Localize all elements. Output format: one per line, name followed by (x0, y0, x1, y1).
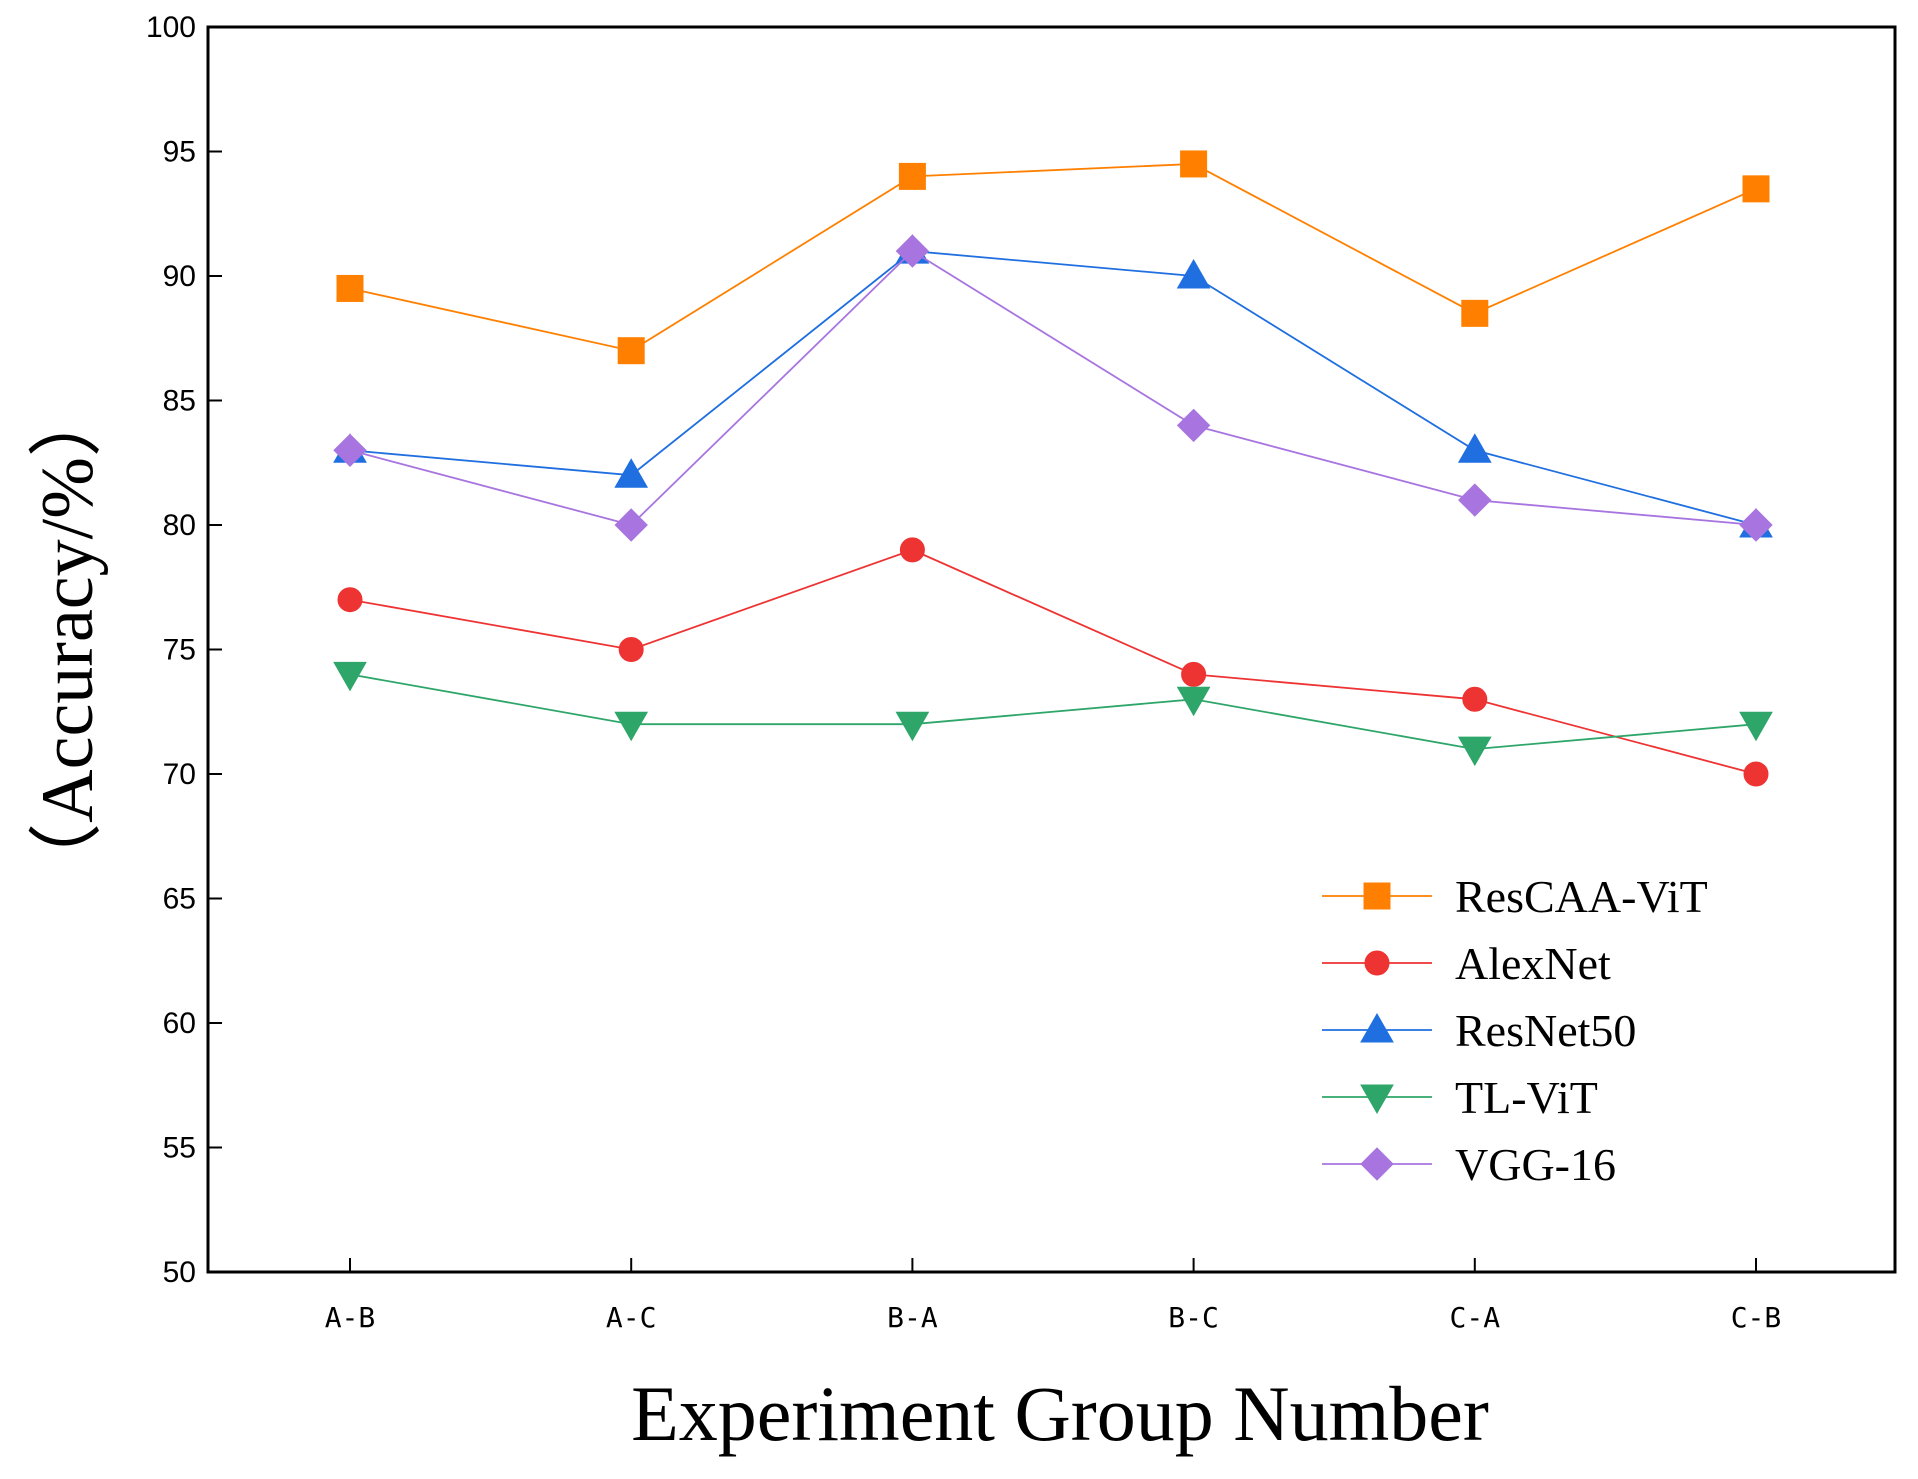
legend: ResCAA-ViT AlexNet ResNet50 TL-ViT VGG-16 (1322, 871, 1708, 1190)
series-line-alexnet (349, 548, 1757, 775)
legend-marker (1360, 1084, 1394, 1115)
data-point-vgg-16 (895, 234, 930, 268)
data-point-vgg-16 (1176, 408, 1211, 443)
data-point-tl-vit (333, 661, 367, 692)
y-tick-label: 55 (163, 1132, 196, 1165)
data-point-tl-vit (1176, 686, 1211, 717)
data-point-alexnet (1462, 686, 1488, 712)
legend-marker (1364, 950, 1390, 976)
legend-marker (1360, 1147, 1394, 1181)
series-vgg-16 (333, 234, 1773, 542)
plot-frame (206, 25, 1897, 1274)
y-tick-label: 85 (163, 385, 196, 418)
y-tick-label: 60 (163, 1007, 196, 1040)
y-tick-label: 65 (163, 883, 196, 916)
data-point-tl-vit (614, 711, 649, 742)
series-line-tl-vit (349, 673, 1757, 751)
y-tick-label: 95 (163, 136, 196, 169)
y-axis-ticks: 50 55 60 65 70 75 80 85 90 95 100 (146, 11, 222, 1289)
data-point-alexnet (337, 587, 363, 613)
y-tick-label: 50 (163, 1256, 196, 1289)
data-point-alexnet (618, 637, 644, 662)
data-point-rescaa-vit (1742, 175, 1770, 203)
y-tick-label: 90 (163, 260, 196, 293)
data-point-alexnet (1181, 661, 1207, 687)
series-resnet50 (333, 234, 1773, 538)
legend-item-rescaa-vit: ResCAA-ViT (1322, 871, 1708, 922)
legend-label: AlexNet (1455, 938, 1611, 989)
y-axis-title: （Accuracy/%） (27, 383, 109, 897)
legend-label: ResNet50 (1455, 1005, 1636, 1056)
x-tick-label: B-A (887, 1301, 938, 1334)
legend-item-resnet50: ResNet50 (1322, 1005, 1636, 1056)
y-tick-label: 100 (146, 11, 196, 44)
data-point-rescaa-vit (1461, 299, 1489, 327)
y-tick-label: 80 (163, 509, 196, 542)
legend-label: ResCAA-ViT (1455, 871, 1708, 922)
series-lines (333, 150, 1773, 787)
x-tick-label: B-C (1168, 1301, 1219, 1334)
x-axis-title: Experiment Group Number (631, 1370, 1489, 1457)
data-point-resnet50 (614, 458, 649, 488)
legend-label: TL-ViT (1455, 1072, 1598, 1123)
y-tick-label: 70 (163, 758, 196, 791)
data-point-rescaa-vit (617, 337, 645, 365)
series-line-rescaa-vit (349, 163, 1757, 352)
x-tick-label: A-B (325, 1301, 376, 1334)
x-tick-label: A-C (606, 1301, 657, 1334)
data-point-vgg-16 (1458, 483, 1492, 517)
data-point-resnet50 (1176, 258, 1211, 289)
data-point-rescaa-vit (1180, 150, 1208, 178)
series-line-vgg-16 (349, 249, 1757, 527)
legend-item-vgg-16: VGG-16 (1322, 1139, 1616, 1190)
data-point-rescaa-vit (336, 274, 364, 302)
data-point-rescaa-vit (898, 162, 926, 190)
x-tick-label: C-B (1731, 1301, 1782, 1334)
data-point-resnet50 (1457, 433, 1492, 463)
data-point-alexnet (1743, 761, 1769, 787)
series-alexnet (337, 537, 1769, 787)
series-tl-vit (333, 661, 1773, 767)
data-point-tl-vit (1739, 711, 1773, 742)
legend-item-alexnet: AlexNet (1322, 938, 1611, 989)
legend-item-tl-vit: TL-ViT (1322, 1072, 1598, 1123)
x-axis-ticks: A-B A-C B-A B-C C-A C-B (325, 1258, 1782, 1334)
data-point-tl-vit (1457, 736, 1492, 767)
legend-marker (1363, 882, 1391, 910)
data-point-vgg-16 (614, 508, 648, 542)
series-line-resnet50 (349, 250, 1757, 526)
y-tick-label: 75 (163, 634, 196, 667)
data-point-vgg-16 (1739, 508, 1773, 542)
legend-marker (1360, 1012, 1394, 1043)
data-point-alexnet (899, 537, 925, 563)
data-point-tl-vit (895, 711, 930, 742)
data-point-vgg-16 (333, 433, 367, 468)
x-tick-label: C-A (1450, 1301, 1501, 1334)
legend-label: VGG-16 (1455, 1139, 1616, 1190)
series-rescaa-vit (336, 150, 1770, 365)
